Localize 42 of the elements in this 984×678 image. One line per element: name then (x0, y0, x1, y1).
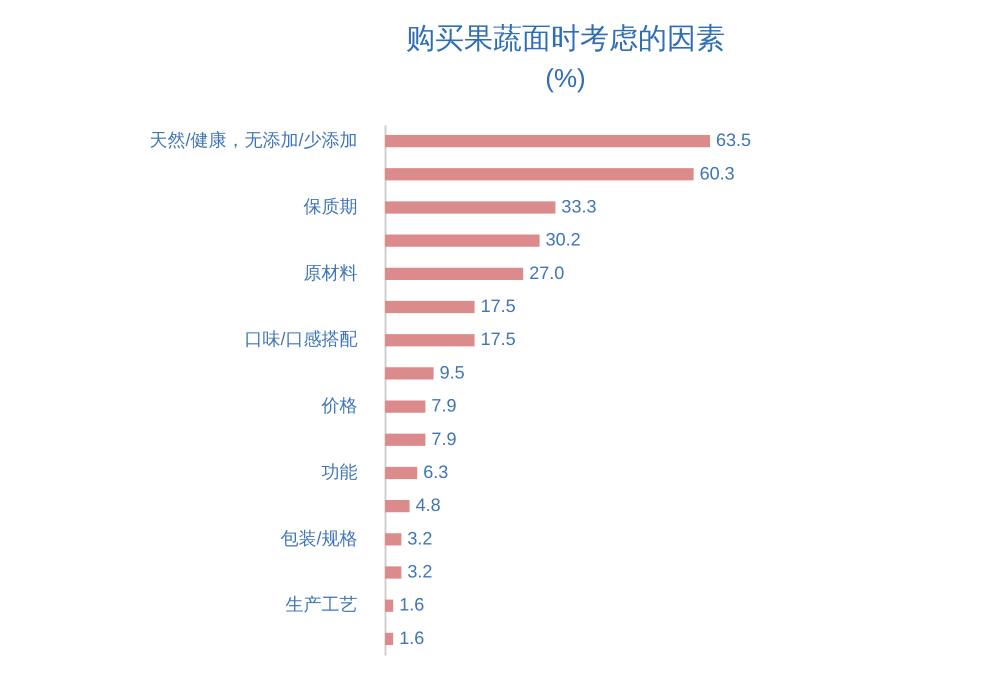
bar (385, 566, 402, 579)
data-label: 30.2 (546, 230, 581, 250)
data-label: 4.8 (416, 495, 441, 516)
data-label: 60.3 (700, 163, 735, 184)
y-tick-label: 功能 (322, 462, 358, 482)
bar (385, 367, 434, 380)
y-tick-label: 价格 (320, 396, 358, 416)
y-tick-label: 口味/口感搭配 (244, 329, 358, 350)
y-tick-label: 天然/健康，无添加/少添加 (149, 130, 358, 150)
y-tick-label: 生产工艺 (286, 594, 358, 615)
chart-subtitle: (%) (545, 63, 586, 93)
bar (385, 234, 540, 247)
bar (385, 201, 556, 214)
bar (385, 600, 394, 612)
bar (385, 300, 475, 314)
data-label: 3.2 (407, 562, 432, 582)
bar (385, 466, 418, 480)
y-tick-label: 保质期 (304, 196, 358, 216)
data-label: 63.5 (716, 130, 752, 150)
bar (385, 400, 426, 413)
data-label: 7.9 (431, 396, 456, 416)
data-label: 1.6 (399, 594, 424, 615)
data-label: 17.5 (480, 329, 516, 350)
bar (385, 268, 524, 280)
data-label: 7.9 (431, 428, 456, 449)
data-label: 27.0 (529, 262, 564, 283)
bar (385, 533, 402, 546)
y-tick-label: 包装/规格 (280, 528, 358, 548)
data-label: 17.5 (480, 296, 516, 316)
bar (385, 134, 710, 148)
bar (385, 334, 475, 346)
bar (385, 168, 694, 180)
data-label: 1.6 (399, 628, 424, 648)
y-tick-label: 原材料 (304, 262, 358, 283)
data-label: 6.3 (423, 462, 448, 482)
chart-title: 购买果蔬面时考虑的因素 (406, 23, 725, 55)
bar (385, 434, 426, 446)
data-label: 9.5 (440, 362, 465, 382)
data-label: 33.3 (561, 196, 596, 216)
bar (385, 632, 394, 646)
data-label: 3.2 (407, 528, 432, 548)
bar (385, 500, 410, 512)
